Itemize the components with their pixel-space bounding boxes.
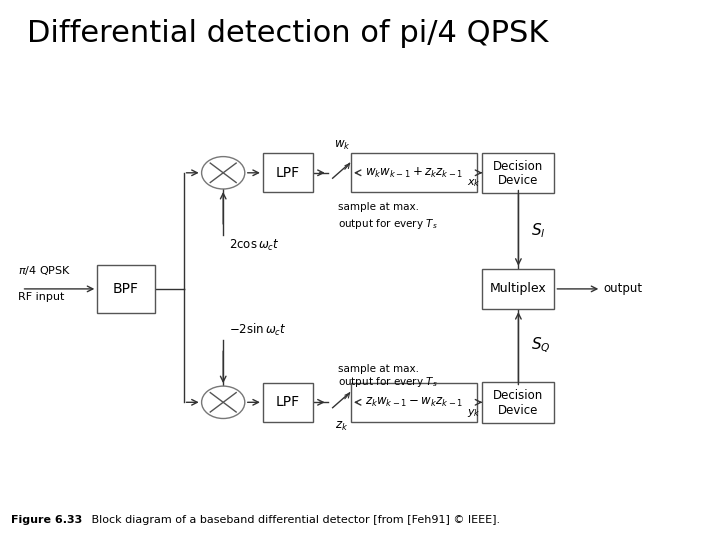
- Text: output for every $T_s$: output for every $T_s$: [338, 217, 438, 231]
- Text: $y_k$: $y_k$: [467, 407, 480, 418]
- Text: RF input: RF input: [18, 292, 64, 302]
- Text: output: output: [603, 282, 642, 295]
- Text: $S_Q$: $S_Q$: [531, 336, 551, 355]
- Text: sample at max.: sample at max.: [338, 202, 419, 213]
- Text: $2\cos\omega_c t$: $2\cos\omega_c t$: [229, 238, 280, 253]
- Bar: [263, 153, 313, 192]
- Circle shape: [202, 157, 245, 189]
- Bar: [482, 268, 554, 309]
- Text: $z_k$: $z_k$: [336, 420, 348, 433]
- Text: $w_k$: $w_k$: [333, 139, 351, 152]
- Text: Device: Device: [498, 404, 539, 417]
- Bar: [482, 382, 554, 422]
- Text: $\pi$/4 QPSK: $\pi$/4 QPSK: [18, 264, 71, 277]
- Text: LPF: LPF: [276, 166, 300, 180]
- Text: Decision: Decision: [493, 160, 544, 173]
- Text: sample at max.: sample at max.: [338, 364, 419, 374]
- Text: Figure 6.33: Figure 6.33: [11, 515, 82, 525]
- Bar: [97, 265, 155, 313]
- Text: Device: Device: [498, 174, 539, 187]
- Text: $S_l$: $S_l$: [531, 221, 546, 240]
- Bar: [263, 383, 313, 422]
- Text: $x_k$: $x_k$: [467, 177, 480, 189]
- Text: BPF: BPF: [113, 282, 139, 296]
- Bar: [351, 153, 477, 192]
- Text: Decision: Decision: [493, 389, 544, 402]
- Text: Multiplex: Multiplex: [490, 282, 546, 295]
- Text: Block diagram of a baseband differential detector [from [Feh91] © IEEE].: Block diagram of a baseband differential…: [81, 515, 500, 525]
- Text: $z_k w_{k-1} - w_k z_{k-1}$: $z_k w_{k-1} - w_k z_{k-1}$: [365, 396, 463, 409]
- Text: output for every $T_s$: output for every $T_s$: [338, 375, 438, 389]
- Bar: [351, 383, 477, 422]
- Text: LPF: LPF: [276, 395, 300, 409]
- Text: Differential detection of pi/4 QPSK: Differential detection of pi/4 QPSK: [27, 19, 549, 48]
- Circle shape: [202, 386, 245, 418]
- Text: $w_k w_{k-1} + z_k z_{k-1}$: $w_k w_{k-1} + z_k z_{k-1}$: [365, 166, 463, 180]
- Text: $-2\sin\omega_c t$: $-2\sin\omega_c t$: [229, 321, 287, 338]
- Bar: [482, 152, 554, 193]
